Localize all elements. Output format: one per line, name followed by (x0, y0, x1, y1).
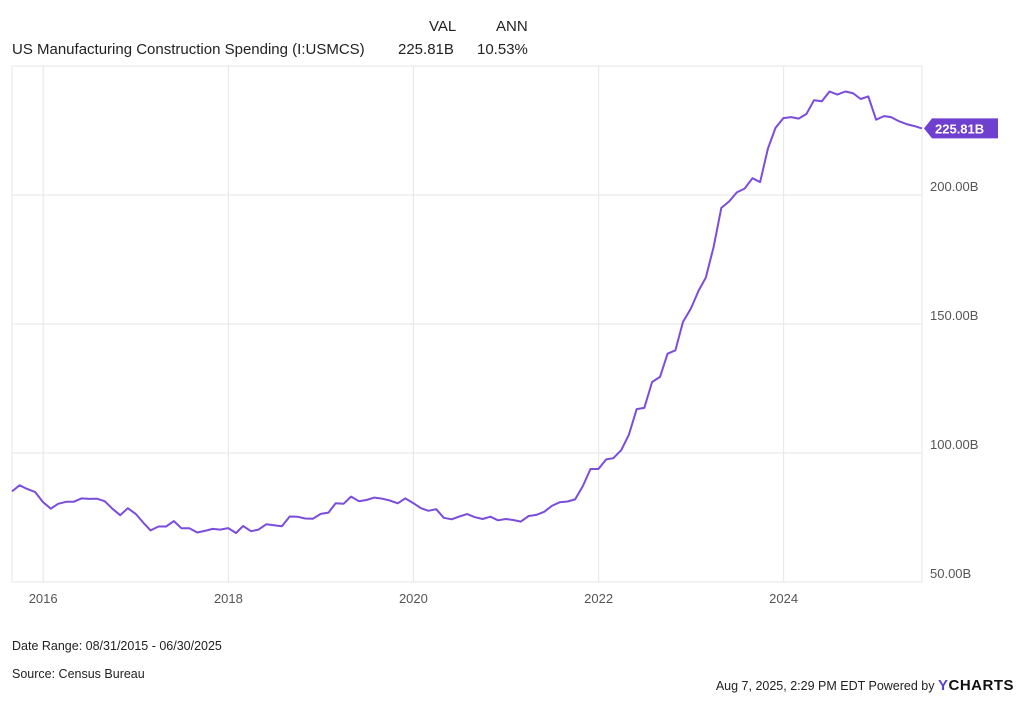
plot-area-border (11, 65, 923, 583)
legend-series-name[interactable]: US Manufacturing Construction Spending (… (12, 41, 365, 58)
x-axis: 2016 2018 2020 2022 2024 (29, 591, 798, 606)
legend-header-val: VAL (429, 18, 457, 35)
chart-grid (12, 66, 922, 583)
x-tick-label: 2018 (214, 591, 243, 606)
legend-header-ann: ANN (496, 18, 528, 35)
y-tick-label: 50.00B (930, 566, 971, 581)
footer-brand: Aug 7, 2025, 2:29 PM EDT Powered by YCHA… (716, 677, 1014, 694)
last-value-badge: 225.81B (924, 118, 998, 139)
last-value-badge-shape (924, 118, 998, 139)
timestamp: Aug 7, 2025, 2:29 PM EDT Powered by (715, 679, 935, 693)
legend-series-annual: 10.53% (477, 41, 528, 58)
y-tick-label: 100.00B (930, 437, 978, 452)
date-range: Date Range: 08/31/2015 - 06/30/2025 (12, 639, 222, 653)
y-tick-label: 150.00B (930, 308, 978, 323)
source: Source: Census Bureau (12, 667, 145, 681)
series-line[interactable] (11, 90, 923, 534)
legend-series-value: 225.81B (398, 41, 454, 58)
x-tick-label: 2024 (769, 591, 798, 606)
x-tick-label: 2016 (29, 591, 58, 606)
y-tick-label: 200.00B (930, 179, 978, 194)
x-tick-label: 2022 (584, 591, 613, 606)
y-axis: 50.00B 100.00B 150.00B 200.00B (930, 179, 978, 581)
last-value-badge-label: 225.81B (935, 121, 984, 136)
legend: VAL ANN US Manufacturing Construction Sp… (0, 0, 560, 66)
ycharts-logo[interactable]: YCHARTS (937, 677, 1014, 694)
x-tick-label: 2020 (399, 591, 428, 606)
